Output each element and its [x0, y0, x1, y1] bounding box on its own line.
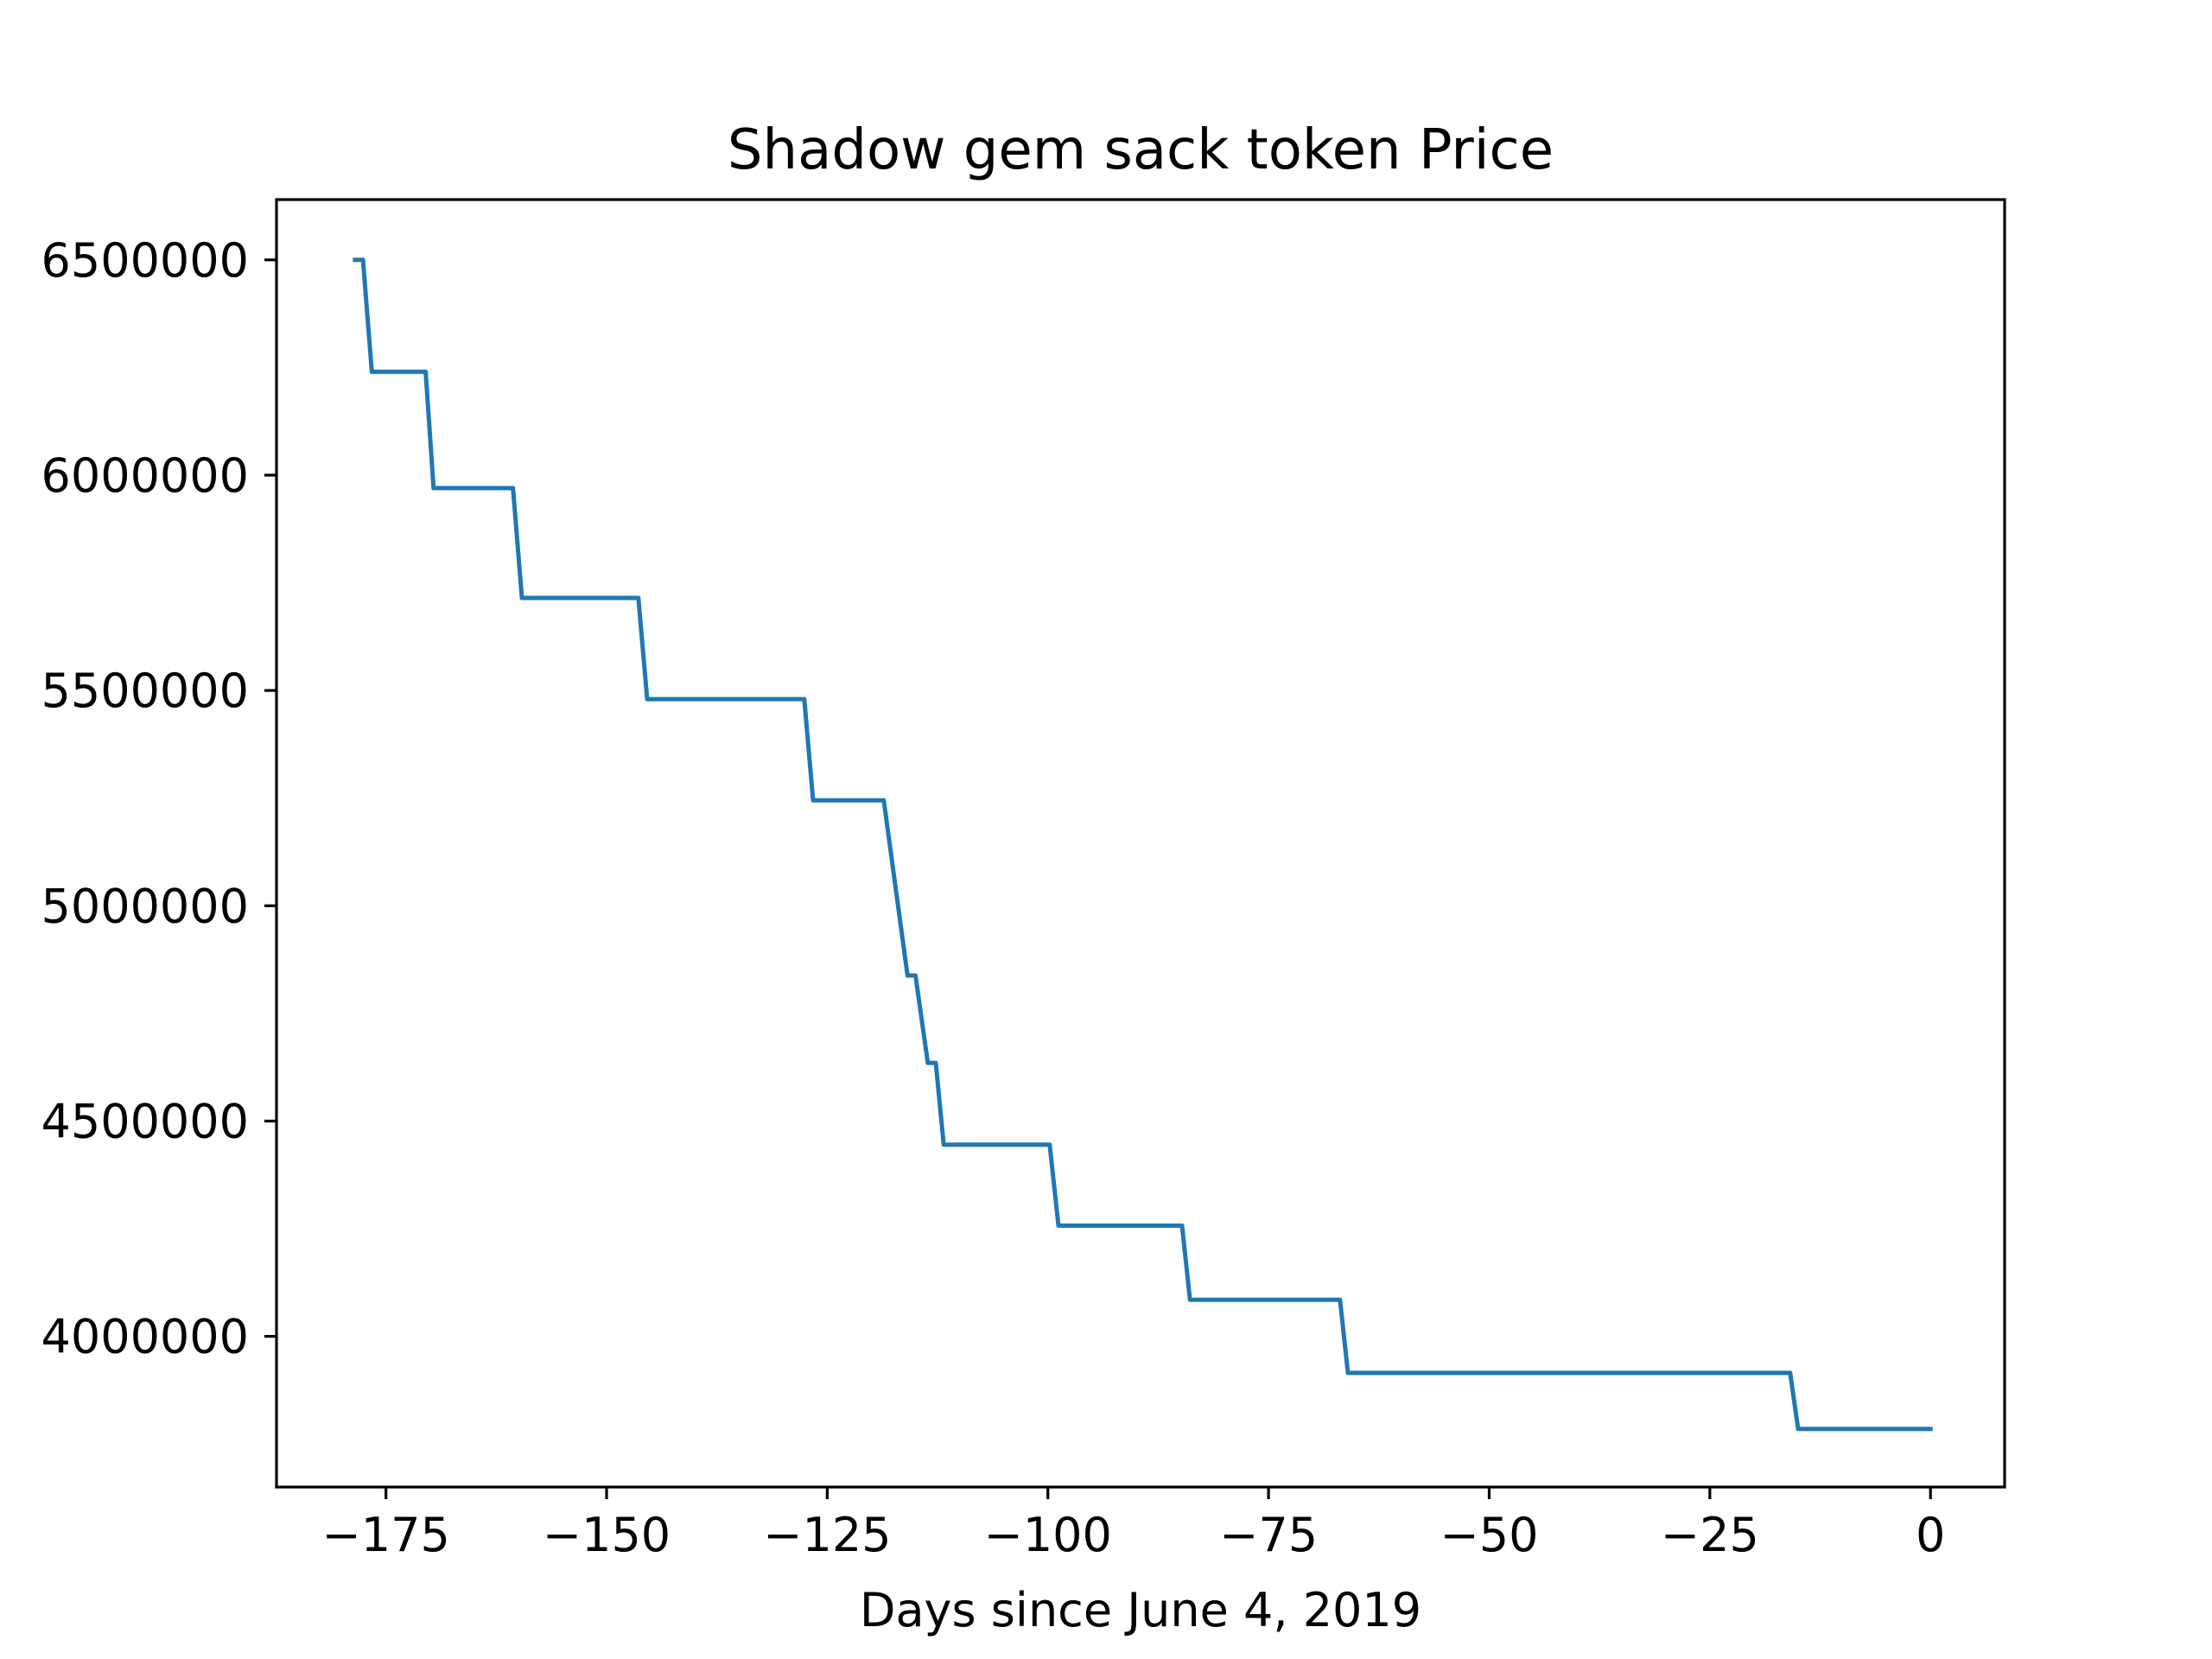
y-tick-label: 5000000: [41, 879, 250, 933]
y-tick-label: 5500000: [41, 664, 250, 718]
price-series-line: [353, 257, 1933, 1432]
x-tick-label: −100: [984, 1508, 1112, 1562]
y-tick-label: 6500000: [41, 233, 250, 288]
x-axis-label: Days since June 4, 2019: [860, 1583, 1421, 1637]
y-tick-label: 4000000: [41, 1310, 250, 1364]
y-tick-label: 4500000: [41, 1094, 250, 1148]
x-tick-label: −50: [1440, 1508, 1538, 1562]
x-tick-label: −25: [1661, 1508, 1759, 1562]
x-tick-label: 0: [1916, 1508, 1945, 1562]
x-tick-label: −125: [763, 1508, 891, 1562]
x-tick-label: −175: [321, 1508, 449, 1562]
y-axis: 4000000 4500000 5000000 5500000 6000000 65000…: [41, 233, 276, 1364]
x-tick-label: −150: [543, 1508, 671, 1562]
chart-title: Shadow gem sack token Price: [728, 118, 1554, 182]
y-tick-label: 6000000: [41, 448, 250, 503]
plot-area-frame: [275, 198, 2006, 1489]
x-axis: −175 −150 −125 −100 −75 −50 −25 0: [321, 1487, 1945, 1562]
x-tick-label: −75: [1219, 1508, 1318, 1562]
